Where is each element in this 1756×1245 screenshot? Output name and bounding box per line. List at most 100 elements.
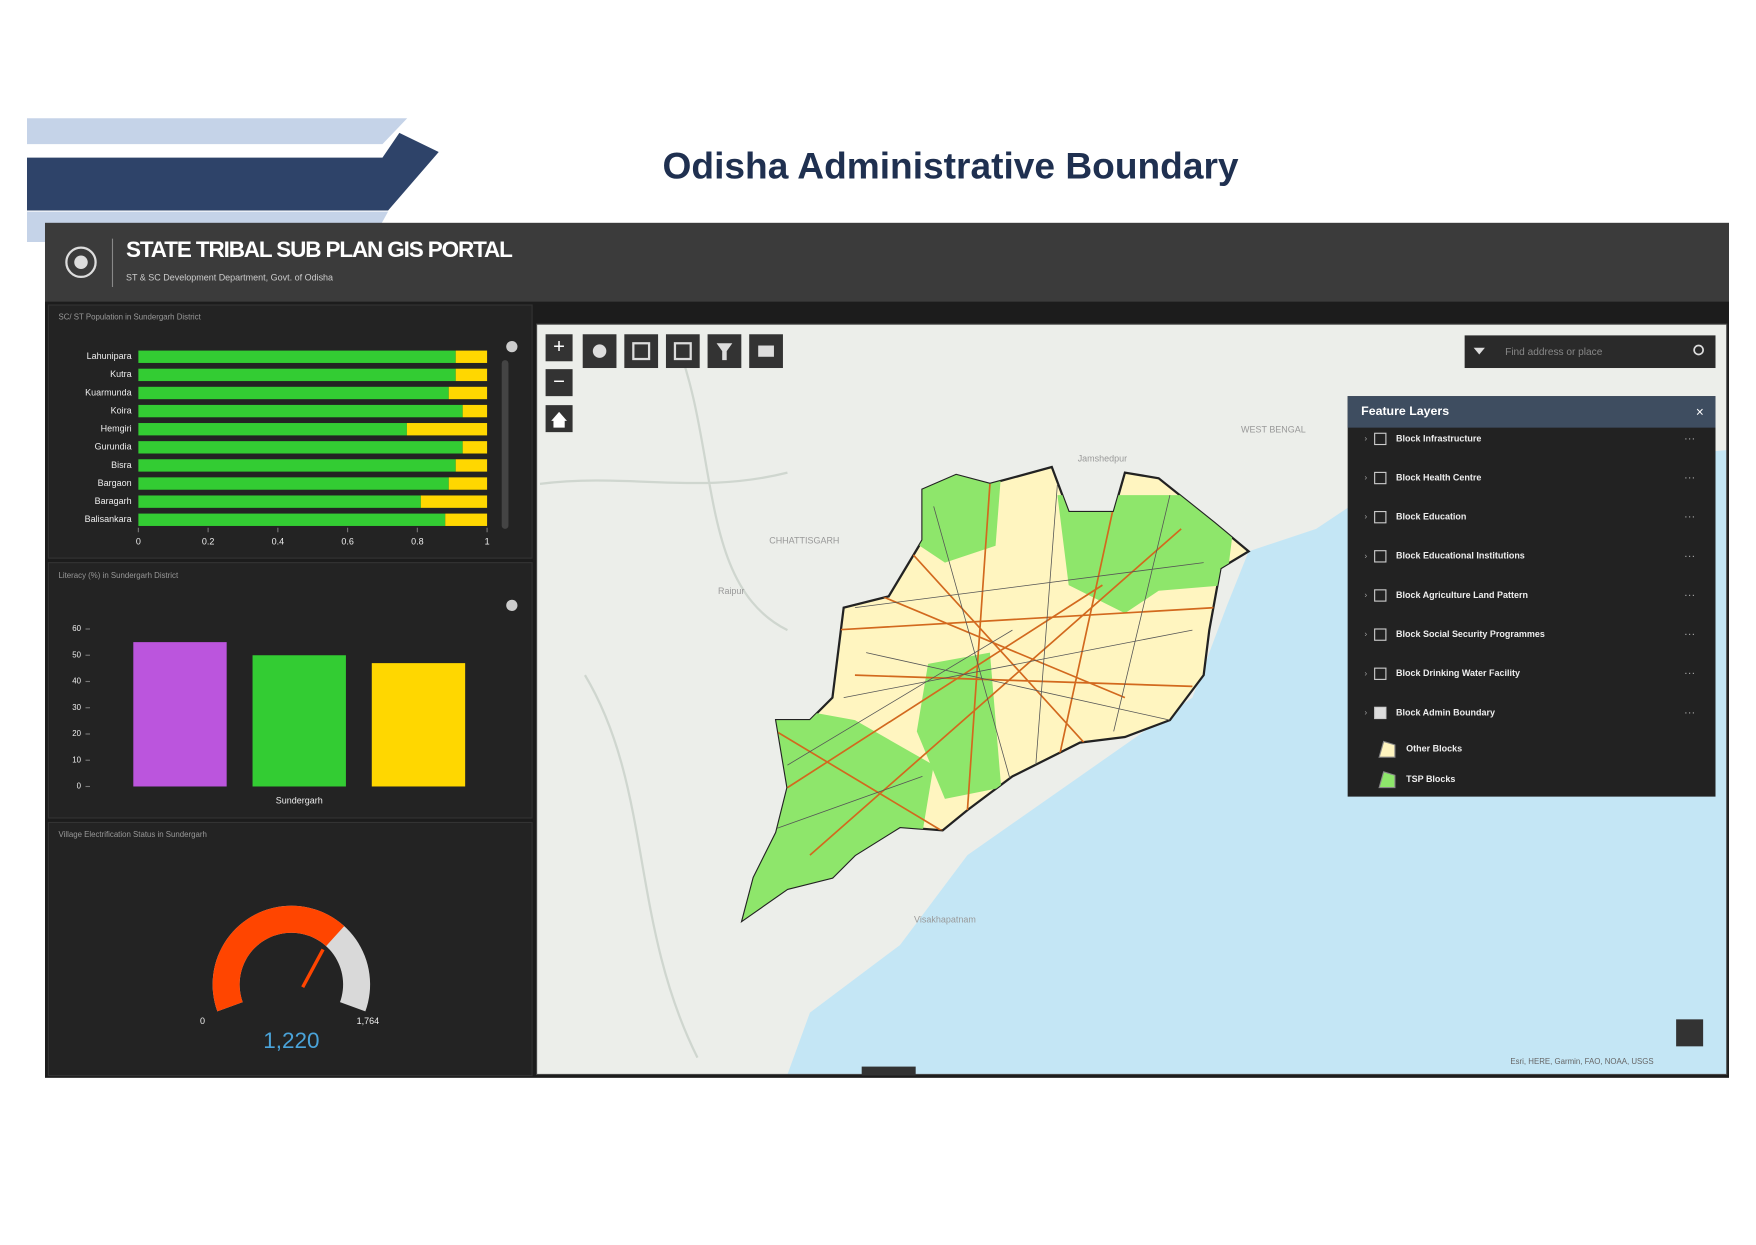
y-tick-label: Lahunipara — [87, 351, 132, 361]
tool-icon — [673, 342, 692, 361]
tsp-area — [916, 652, 1002, 799]
layer-menu: ··· — [1684, 433, 1695, 445]
expand-arrow: › — [1365, 434, 1368, 443]
tsp-area — [1057, 495, 1238, 614]
home-icon — [551, 411, 567, 428]
bar-segment — [406, 423, 488, 436]
scrollbar[interactable] — [501, 360, 509, 529]
bar-segment — [455, 350, 488, 363]
bar-segment — [138, 350, 456, 363]
y-tick-label: Kutra — [110, 369, 131, 379]
layer-menu: ··· — [1684, 668, 1695, 680]
layer-name: Block Admin Boundary — [1396, 707, 1495, 717]
bar-segment — [138, 404, 463, 418]
y-tick-label: Baragarh — [95, 496, 132, 506]
layers-panel-header — [1347, 396, 1716, 428]
settings-button[interactable] — [506, 341, 518, 353]
y-tick-label: Bisra — [111, 460, 131, 470]
tool-icon — [632, 342, 651, 361]
tool-icon — [758, 345, 774, 357]
layer-checkbox[interactable] — [1374, 471, 1387, 485]
map-border — [536, 323, 1728, 1076]
layer-checkbox[interactable] — [1374, 510, 1387, 524]
place-label: Visakhapatnam — [914, 915, 976, 925]
place-label: Raipur — [718, 586, 744, 596]
close-button[interactable]: × — [1696, 405, 1704, 420]
layers-title: Feature Layers — [1361, 404, 1449, 418]
portal-header — [44, 222, 1730, 302]
legend-swatch — [1378, 740, 1396, 758]
expand-arrow: › — [1365, 551, 1368, 560]
layer-checkbox[interactable] — [1374, 550, 1387, 563]
x-tick-label: 0.4 — [272, 537, 285, 547]
y-tick-label: Kuarmunda — [85, 387, 131, 397]
legend-label: Other Blocks — [1406, 744, 1462, 754]
y-tick-label: 50 — [72, 650, 81, 659]
collapse-handle[interactable] — [861, 1066, 916, 1076]
bar-segment — [138, 495, 421, 508]
bar-segment — [455, 368, 488, 382]
place-label: CHHATTISGARH — [769, 536, 839, 546]
bar-segment — [138, 441, 463, 454]
layer-checkbox[interactable] — [1374, 589, 1387, 602]
tool-basemap[interactable] — [624, 334, 659, 369]
y-tick-label: 30 — [72, 703, 81, 712]
y-tick-label: 40 — [72, 677, 81, 686]
layers-list: › Block Infrastructure ··· › Block Health Ce… — [1365, 432, 1695, 789]
layer-checkbox[interactable] — [1374, 432, 1387, 446]
x-tick-label: 0.6 — [341, 537, 354, 547]
portal-title: STATE TRIBAL SUB PLAN GIS PORTAL — [126, 237, 513, 262]
search-box[interactable] — [1464, 335, 1716, 369]
bar-segment — [455, 459, 488, 472]
layer-name: Block Agriculture Land Pattern — [1396, 590, 1528, 600]
place-label: WEST BENGAL — [1241, 424, 1306, 434]
search-icon — [1693, 344, 1704, 356]
y-tick-label: 10 — [72, 755, 81, 764]
gauge-value-label: 1,220 — [263, 1028, 319, 1053]
charts: Lahunipara Kutra Kuarmunda Koira Hemgiri Guru… — [72, 350, 490, 1053]
panel-title: Village Electrification Status in Sunder… — [58, 830, 206, 839]
gauge-needle — [301, 948, 325, 989]
y-tick-label: Bargaon — [98, 478, 132, 488]
map-terrain — [539, 337, 788, 1059]
zoom-out[interactable] — [545, 369, 573, 397]
bar-segment — [138, 459, 456, 472]
banner-light — [26, 118, 408, 145]
legend-label: TSP Blocks — [1406, 774, 1455, 784]
y-tick-label: 20 — [72, 729, 81, 738]
bar-segment — [138, 423, 407, 436]
expand-arrow: › — [1365, 630, 1368, 639]
x-tick-label: 1 — [485, 537, 490, 547]
layer-checkbox[interactable] — [1374, 667, 1387, 680]
bar-segment — [138, 513, 446, 526]
layer-checkbox[interactable] — [1374, 706, 1387, 720]
bar-segment — [448, 477, 488, 490]
gauge-value — [212, 905, 345, 1012]
layer-menu: ··· — [1684, 472, 1695, 484]
tool-grid[interactable] — [665, 334, 700, 369]
x-tick-label: 0 — [136, 537, 141, 547]
banner-dark — [26, 132, 439, 211]
fullscreen-button[interactable] — [1676, 1019, 1704, 1047]
layer-name: Block Infrastructure — [1396, 433, 1481, 443]
layer-checkbox[interactable] — [1374, 628, 1387, 641]
layer-menu: ··· — [1684, 629, 1695, 641]
bar-segment — [445, 513, 488, 526]
bar-segment — [420, 495, 488, 508]
slide-title: Odisha Administrative Boundary — [663, 145, 1239, 187]
bar — [371, 663, 466, 787]
gauge-max-label: 1,764 — [357, 1016, 379, 1026]
zoom-out-icon: − — [553, 371, 565, 393]
y-tick-label: 0 — [77, 782, 82, 791]
zoom-in[interactable] — [545, 334, 573, 362]
layer-name: Block Drinking Water Facility — [1396, 668, 1520, 678]
district-lines — [775, 483, 1215, 856]
bar-segment — [448, 386, 488, 400]
search-placeholder: Find address or place — [1505, 347, 1603, 358]
layer-name: Block Educational Institutions — [1396, 551, 1525, 561]
bar-segment — [138, 477, 449, 490]
layer-menu: ··· — [1684, 707, 1695, 719]
settings-button[interactable] — [506, 599, 518, 612]
